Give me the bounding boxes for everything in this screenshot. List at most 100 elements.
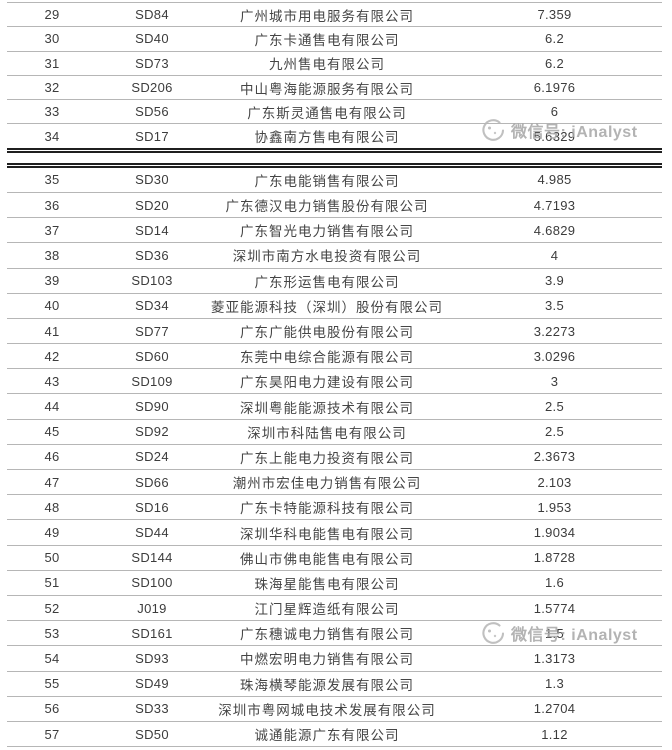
value-cell: 1.5 — [545, 625, 564, 641]
table-row: 44 SD90 深圳粤能能源技术有限公司 2.5 — [7, 394, 662, 420]
value-cell: 1.8728 — [533, 550, 576, 566]
company-name-cell: 广东卡通售电有限公司 — [254, 32, 400, 49]
value-cell: 4.7193 — [533, 197, 576, 213]
table-section-upper: 29 SD84 广州城市用电服务有限公司 7.359 30 SD40 广东卡通售… — [7, 2, 662, 153]
code-cell: SD40 — [135, 31, 169, 47]
value-cell: 1.953 — [537, 499, 572, 515]
table-row: 48 SD16 广东卡特能源科技有限公司 1.953 — [7, 495, 662, 521]
code-cell: SD92 — [135, 424, 169, 440]
code-cell: SD77 — [135, 323, 169, 339]
rank-cell: 44 — [44, 399, 60, 415]
rank-cell: 40 — [44, 298, 60, 314]
value-cell: 6 — [550, 104, 559, 120]
table-row: 34 SD17 协鑫南方售电有限公司 5.6329 — [7, 123, 662, 147]
code-cell: SD84 — [135, 7, 169, 23]
code-cell: SD50 — [135, 726, 169, 742]
rank-cell: 48 — [44, 499, 60, 515]
company-name-cell: 广东智光电力销售有限公司 — [240, 224, 414, 241]
section-gap — [7, 153, 662, 163]
company-name-cell: 深圳粤能能源技术有限公司 — [240, 400, 414, 417]
value-cell: 1.5774 — [533, 600, 576, 616]
code-cell: SD49 — [135, 676, 169, 692]
value-cell: 7.359 — [537, 7, 572, 23]
rank-cell: 43 — [44, 373, 60, 389]
value-cell: 3.5 — [545, 298, 564, 314]
rank-cell: 36 — [44, 197, 60, 213]
company-name-cell: 九州售电有限公司 — [269, 57, 385, 74]
value-cell: 1.9034 — [533, 525, 576, 540]
rank-cell: 45 — [44, 424, 60, 440]
company-name-cell: 深圳华科电能售电有限公司 — [240, 526, 414, 543]
code-cell: J019 — [137, 600, 167, 616]
rank-cell: 54 — [44, 650, 60, 666]
table-row: 55 SD49 珠海横琴能源发展有限公司 1.3 — [7, 672, 662, 697]
value-cell: 1.3173 — [533, 650, 576, 666]
rank-cell: 37 — [44, 222, 60, 238]
code-cell: SD44 — [135, 525, 169, 540]
rank-cell: 46 — [44, 449, 60, 465]
value-cell: 3.2273 — [533, 323, 576, 339]
company-name-cell: 珠海星能售电有限公司 — [254, 576, 400, 593]
company-name-cell: 广州城市用电服务有限公司 — [240, 8, 414, 25]
company-name-cell: 深圳市南方水电投资有限公司 — [232, 249, 422, 266]
rank-cell: 52 — [44, 600, 60, 616]
rank-cell: 53 — [44, 625, 60, 641]
swirl-circle-logo-icon — [479, 116, 506, 143]
code-cell: SD30 — [135, 172, 169, 188]
table-row: 29 SD84 广州城市用电服务有限公司 7.359 — [7, 2, 662, 26]
table-row: 39 SD103 广东形运售电有限公司 3.9 — [7, 269, 662, 294]
value-cell: 2.5 — [545, 424, 564, 440]
rank-cell: 31 — [44, 55, 60, 71]
company-name-cell: 潮州市宏佳电力销售有限公司 — [232, 476, 422, 493]
table-row: 46 SD24 广东上能电力投资有限公司 2.3673 — [7, 445, 662, 471]
code-cell: SD17 — [135, 128, 169, 144]
watermark: 微信号: iAnalyst — [479, 619, 638, 646]
value-cell: 5.6329 — [533, 128, 576, 144]
company-name-cell: 广东上能电力投资有限公司 — [240, 450, 414, 467]
code-cell: SD66 — [135, 474, 169, 490]
code-cell: SD14 — [135, 222, 169, 238]
table-row: 33 SD56 广东斯灵通售电有限公司 6 — [7, 99, 662, 123]
company-name-cell: 广东斯灵通售电有限公司 — [247, 105, 407, 122]
table-row: 42 SD60 东莞中电综合能源有限公司 3.0296 — [7, 344, 662, 370]
rank-cell: 50 — [44, 550, 60, 566]
table-row: 38 SD36 深圳市南方水电投资有限公司 4 — [7, 243, 662, 269]
rank-cell: 39 — [44, 273, 60, 289]
value-cell: 4.6829 — [533, 222, 576, 238]
rank-cell: 49 — [44, 525, 60, 540]
code-cell: SD144 — [131, 550, 173, 566]
table-row: 41 SD77 广东广能供电股份有限公司 3.2273 — [7, 319, 662, 345]
company-name-cell: 广东昊阳电力建设有限公司 — [240, 375, 414, 392]
company-name-cell: 中燃宏明电力销售有限公司 — [240, 652, 414, 669]
value-cell: 1.12 — [541, 726, 568, 742]
table-row: 47 SD66 潮州市宏佳电力销售有限公司 2.103 — [7, 470, 662, 496]
value-cell: 6.2 — [545, 55, 564, 71]
code-cell: SD161 — [131, 625, 173, 641]
table-row: 40 SD34 菱亚能源科技（深圳）股份有限公司 3.5 — [7, 294, 662, 319]
table-row: 52 J019 江门星辉造纸有限公司 1.5774 — [7, 596, 662, 622]
rank-cell: 33 — [44, 104, 60, 120]
table-row: 53 SD161 广东穗诚电力销售有限公司 1.5 — [7, 621, 662, 647]
rank-cell: 42 — [44, 348, 60, 364]
company-name-cell: 广东卡特能源科技有限公司 — [240, 501, 414, 518]
value-cell: 2.3673 — [533, 449, 576, 465]
value-cell: 3.0296 — [533, 348, 576, 364]
code-cell: SD206 — [131, 80, 173, 96]
company-name-cell: 佛山市佛电能售电有限公司 — [240, 551, 414, 568]
code-cell: SD90 — [135, 399, 169, 415]
rank-cell: 35 — [44, 172, 60, 188]
rank-cell: 38 — [44, 247, 60, 263]
watermark-text: 微信号: iAnalyst — [511, 626, 638, 644]
code-cell: SD16 — [135, 499, 169, 515]
company-name-cell: 东莞中电综合能源有限公司 — [240, 350, 414, 367]
value-cell: 1.2704 — [533, 701, 576, 717]
company-name-cell: 广东电能销售有限公司 — [254, 173, 400, 190]
company-name-cell: 江门星辉造纸有限公司 — [254, 602, 400, 619]
code-cell: SD100 — [131, 575, 173, 591]
code-cell: SD33 — [135, 701, 169, 717]
company-name-cell: 协鑫南方售电有限公司 — [254, 130, 400, 147]
value-cell: 2.5 — [545, 399, 564, 415]
swirl-circle-logo-icon — [479, 619, 506, 646]
code-cell: SD73 — [135, 55, 169, 71]
code-cell: SD56 — [135, 104, 169, 120]
